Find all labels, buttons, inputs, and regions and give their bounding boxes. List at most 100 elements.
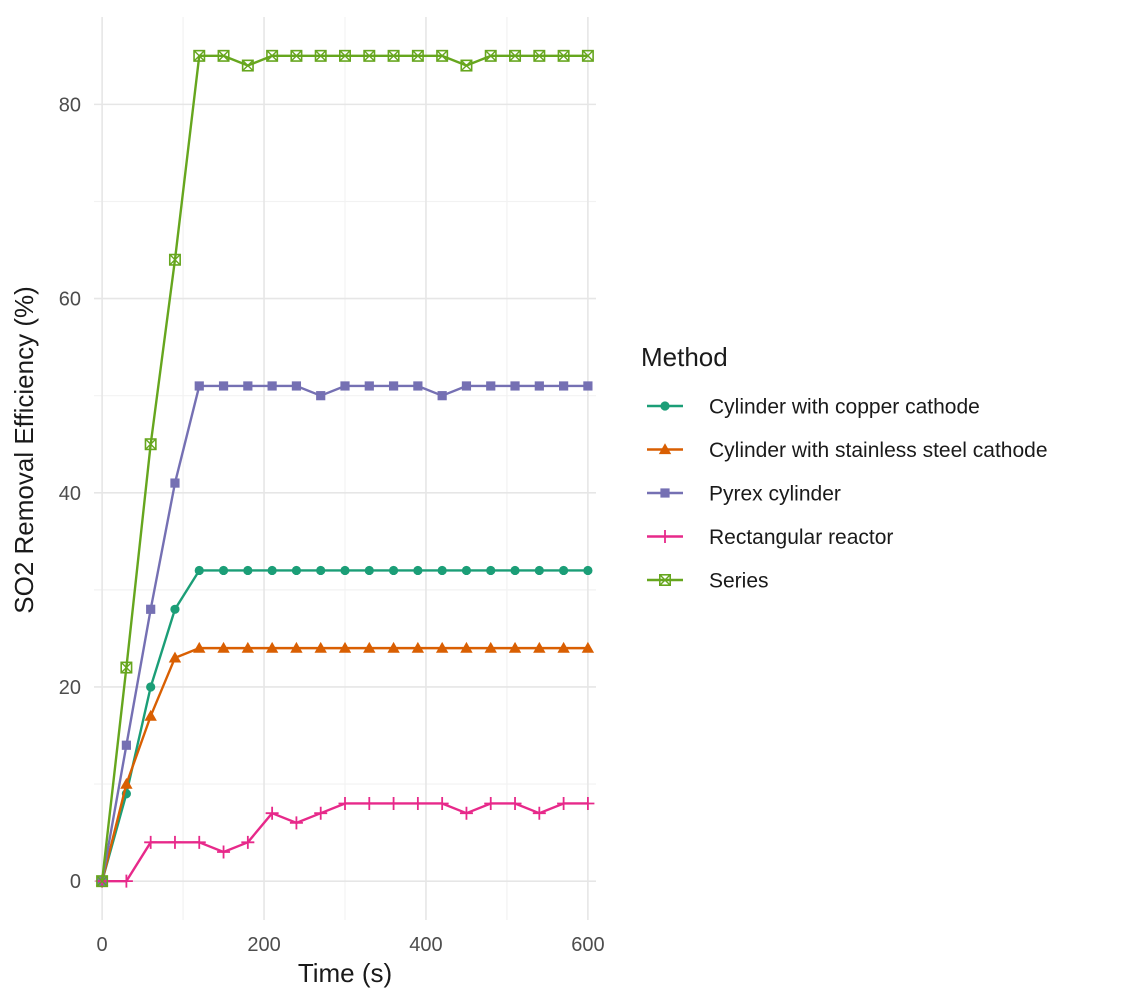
data-point [314, 641, 327, 653]
data-point [168, 651, 182, 663]
legend-marker [658, 443, 672, 455]
data-point [583, 565, 593, 576]
legend-label: Rectangular reactor [709, 526, 893, 549]
data-point [557, 796, 571, 810]
legend-item: Rectangular reactor [647, 526, 893, 549]
data-point [316, 565, 326, 576]
series-0 [97, 565, 593, 886]
data-point [484, 796, 498, 810]
legend-label: Pyrex cylinder [709, 483, 841, 506]
data-point [243, 565, 253, 576]
data-point [314, 806, 328, 820]
data-point [96, 875, 109, 888]
data-point [532, 806, 546, 820]
series-2 [97, 381, 593, 886]
data-point [437, 565, 447, 576]
legend-marker [658, 530, 672, 543]
data-point [291, 565, 302, 576]
data-point [363, 641, 376, 653]
data-point [193, 49, 206, 62]
data-point [144, 835, 158, 849]
series-1 [95, 641, 595, 886]
data-point [218, 381, 229, 391]
y-tick-label: 60 [59, 289, 81, 311]
data-point [413, 565, 423, 576]
y-tick-label: 0 [70, 871, 81, 893]
data-point [387, 796, 401, 810]
data-point [168, 835, 182, 849]
data-point [583, 381, 593, 391]
data-point [557, 641, 570, 653]
data-point [120, 661, 133, 674]
data-point [534, 565, 544, 576]
legend: Method Cylinder with copper cathode Cylin… [641, 342, 1048, 593]
x-axis-title: Time (s) [298, 958, 392, 988]
data-point [486, 381, 496, 391]
data-point [581, 49, 594, 62]
legend-label: Cylinder with copper cathode [709, 396, 980, 419]
data-point [559, 381, 569, 391]
data-point [411, 796, 425, 810]
data-point [364, 381, 374, 391]
data-point [194, 381, 204, 391]
data-point [144, 709, 157, 721]
data-point [411, 49, 424, 62]
legend-marker [660, 488, 670, 498]
data-point [364, 565, 374, 576]
data-point [243, 381, 253, 391]
data-point [146, 682, 156, 692]
data-point [508, 641, 522, 653]
legend-item: Pyrex cylinder [647, 483, 841, 506]
data-point [192, 835, 206, 849]
legend-item: Cylinder with copper cathode [647, 396, 980, 419]
data-point [241, 835, 255, 849]
data-point [533, 49, 546, 62]
data-point [338, 796, 352, 810]
data-point [484, 641, 497, 653]
data-point [217, 49, 230, 62]
legend-item: Series [647, 570, 769, 593]
data-point [533, 641, 546, 653]
series-4 [96, 49, 594, 888]
data-point [459, 806, 473, 820]
data-point [265, 641, 279, 653]
data-point [289, 816, 303, 830]
data-point [557, 49, 570, 62]
x-tick-label: 200 [247, 934, 280, 956]
data-point [170, 478, 180, 488]
data-point [241, 59, 254, 72]
data-point [290, 49, 303, 62]
legend-title: Method [641, 342, 728, 372]
data-point [217, 641, 230, 653]
data-point [290, 641, 303, 653]
data-point [217, 845, 231, 859]
x-tick-label: 0 [97, 934, 108, 956]
data-point [170, 604, 180, 614]
data-point [437, 391, 447, 401]
data-point [168, 253, 181, 266]
data-point [460, 59, 473, 72]
data-point [484, 49, 497, 62]
data-point [194, 565, 204, 576]
data-point [413, 381, 423, 391]
data-point [509, 49, 522, 62]
data-point [461, 381, 472, 391]
data-point [120, 777, 133, 789]
data-point [435, 796, 449, 810]
data-point [387, 49, 400, 62]
data-point [534, 381, 544, 391]
legend-label: Series [709, 570, 769, 593]
data-point [362, 796, 376, 810]
data-point [316, 391, 326, 401]
data-point [144, 438, 157, 451]
x-tick-label: 400 [409, 934, 442, 956]
data-point [241, 641, 255, 653]
data-point [267, 381, 277, 391]
data-point [265, 806, 279, 820]
data-point [314, 49, 327, 62]
series-layer [95, 49, 595, 888]
data-point [387, 641, 400, 653]
data-point [338, 49, 351, 62]
